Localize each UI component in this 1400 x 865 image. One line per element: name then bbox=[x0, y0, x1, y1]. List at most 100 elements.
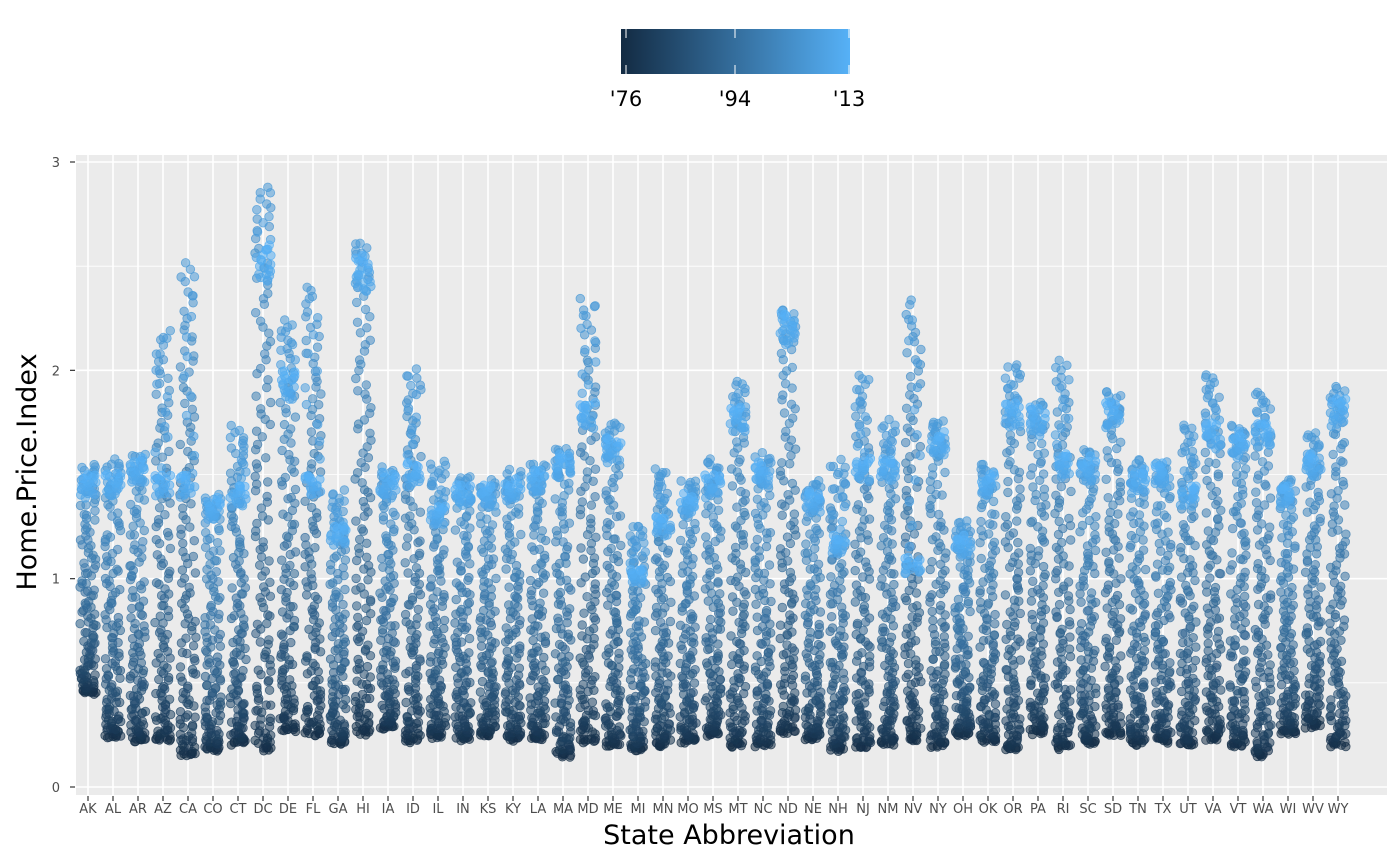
point-ca bbox=[176, 272, 186, 282]
point-id bbox=[401, 541, 412, 551]
point-id bbox=[415, 507, 426, 517]
point-nj bbox=[864, 514, 875, 524]
point-md bbox=[590, 398, 600, 408]
point-co bbox=[212, 538, 223, 548]
point-de bbox=[286, 492, 296, 503]
point-ms bbox=[713, 577, 723, 587]
point-id bbox=[411, 364, 422, 374]
point-fl bbox=[303, 471, 313, 481]
point-ma bbox=[550, 494, 560, 504]
point-ms bbox=[700, 470, 710, 480]
point-nd bbox=[777, 458, 787, 468]
point-ga bbox=[331, 587, 341, 597]
point-ca bbox=[189, 272, 200, 282]
point-dc bbox=[252, 479, 262, 489]
point-md bbox=[577, 388, 587, 399]
point-ct bbox=[226, 443, 237, 453]
point-dc bbox=[266, 259, 276, 270]
point-fl bbox=[307, 459, 317, 469]
point-me bbox=[612, 551, 622, 561]
point-ma bbox=[551, 526, 562, 536]
point-nj bbox=[853, 500, 864, 510]
point-nd bbox=[787, 478, 798, 489]
point-il bbox=[436, 485, 446, 495]
point-ct bbox=[234, 425, 245, 436]
point-ar bbox=[128, 586, 138, 596]
point-mo bbox=[688, 687, 698, 698]
point-id bbox=[411, 563, 422, 573]
point-md bbox=[575, 504, 586, 515]
point-la bbox=[529, 530, 539, 540]
point-ia bbox=[378, 511, 389, 522]
point-in bbox=[465, 481, 476, 491]
point-md bbox=[590, 492, 600, 502]
point-ga bbox=[339, 496, 349, 506]
point-md bbox=[577, 620, 587, 630]
point-mn bbox=[666, 597, 676, 608]
point-co bbox=[211, 567, 222, 577]
point-al bbox=[102, 530, 112, 540]
point-ga bbox=[325, 654, 336, 664]
point-hi bbox=[351, 373, 361, 384]
point-id bbox=[411, 389, 422, 400]
point-nh bbox=[826, 612, 837, 622]
point-fl bbox=[315, 454, 325, 464]
point-ne bbox=[801, 599, 811, 609]
point-mt bbox=[732, 572, 743, 582]
point-dc bbox=[266, 397, 276, 408]
point-mt bbox=[736, 486, 746, 497]
point-fl bbox=[300, 532, 310, 543]
legend: '76 '94 '13 bbox=[610, 29, 866, 111]
point-ms bbox=[705, 567, 715, 578]
point-hi bbox=[352, 317, 363, 328]
point-az bbox=[153, 438, 163, 448]
point-fl bbox=[300, 383, 310, 393]
point-ky bbox=[516, 529, 526, 540]
point-md bbox=[590, 336, 600, 346]
point-mi bbox=[625, 565, 636, 575]
point-mn bbox=[657, 481, 667, 492]
point-de bbox=[277, 445, 287, 456]
point-al bbox=[107, 475, 118, 486]
point-ar bbox=[129, 457, 139, 467]
point-mt bbox=[727, 481, 738, 491]
point-md bbox=[577, 631, 587, 641]
point-mo bbox=[675, 658, 686, 669]
point-in bbox=[464, 633, 475, 644]
point-ia bbox=[378, 562, 388, 572]
point-az bbox=[152, 550, 163, 560]
point-nc bbox=[759, 568, 770, 579]
point-ar bbox=[139, 525, 150, 536]
point-ms bbox=[705, 623, 715, 633]
point-ga bbox=[338, 521, 348, 531]
legend-label-high: '13 bbox=[833, 87, 866, 111]
point-in bbox=[459, 530, 469, 541]
point-az bbox=[162, 333, 172, 344]
point-nd bbox=[787, 362, 798, 373]
point-ga bbox=[328, 497, 338, 507]
point-nh bbox=[834, 468, 844, 478]
point-nj bbox=[852, 618, 863, 629]
legend-label-low: '76 bbox=[610, 87, 643, 111]
point-me bbox=[612, 437, 622, 447]
point-dc bbox=[265, 577, 275, 588]
point-fl bbox=[312, 366, 322, 376]
point-md bbox=[579, 608, 589, 618]
point-md bbox=[591, 432, 601, 442]
point-nj bbox=[860, 412, 871, 422]
point-ma bbox=[564, 518, 575, 528]
point-la bbox=[528, 635, 538, 646]
point-ak bbox=[79, 636, 89, 647]
point-nd bbox=[788, 413, 798, 423]
point-md bbox=[590, 464, 601, 474]
point-in bbox=[452, 480, 462, 490]
point-ca bbox=[186, 311, 197, 322]
point-md bbox=[575, 653, 585, 663]
point-de bbox=[290, 355, 301, 365]
point-ca bbox=[187, 721, 198, 732]
point-al bbox=[102, 469, 112, 479]
point-ma bbox=[550, 649, 561, 659]
point-id bbox=[400, 609, 411, 620]
point-ky bbox=[500, 479, 510, 489]
